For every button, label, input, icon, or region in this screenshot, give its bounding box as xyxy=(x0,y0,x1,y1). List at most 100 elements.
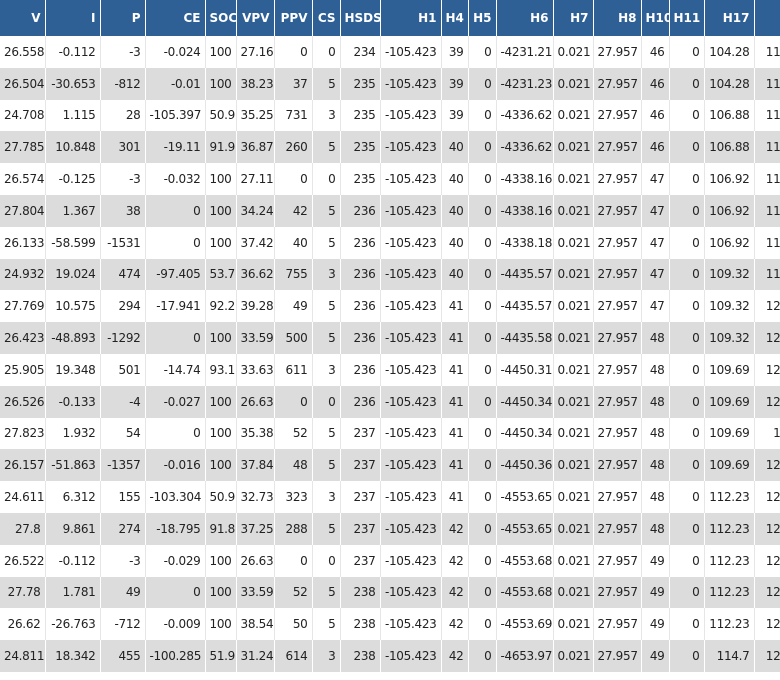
cell-h6: -4553.65 xyxy=(496,481,554,513)
cell-h5: 0 xyxy=(468,226,497,259)
cell-ce: -103.304 xyxy=(145,481,206,513)
cell-h18: 125.41 xyxy=(754,576,780,609)
column-header-h10[interactable]: H10 xyxy=(641,0,670,36)
column-header-h1[interactable]: H1 xyxy=(380,0,442,36)
column-header-hsds[interactable]: HSDS xyxy=(340,0,381,36)
column-header-i[interactable]: I xyxy=(45,0,101,36)
cell-h1: -105.423 xyxy=(380,36,442,68)
column-header-h8[interactable]: H8 xyxy=(593,0,642,36)
cell-i: 1.781 xyxy=(45,576,101,609)
cell-soc: 91.8 xyxy=(205,512,237,545)
cell-h5: 0 xyxy=(468,417,497,450)
cell-ce: -0.029 xyxy=(145,544,206,577)
cell-ppv: 0 xyxy=(274,163,313,195)
cell-i: -30.653 xyxy=(45,67,101,100)
column-header-h5[interactable]: H5 xyxy=(468,0,497,36)
cell-ppv: 49 xyxy=(274,290,313,323)
column-header-h7[interactable]: H7 xyxy=(553,0,594,36)
column-header-h17[interactable]: H17 xyxy=(704,0,755,36)
cell-p: -712 xyxy=(100,608,146,641)
cell-h8: 27.957 xyxy=(593,608,642,641)
table-row: 26.558 -0.112 -3 -0.024 100 27.16 0 0 234 -105.42… xyxy=(0,36,780,68)
cell-h11: 0 xyxy=(669,226,705,259)
cell-soc: 93.1 xyxy=(205,353,237,386)
cell-h4: 41 xyxy=(441,417,469,450)
cell-h17: 112.23 xyxy=(704,481,755,513)
cell-ppv: 260 xyxy=(274,131,313,164)
column-header-v[interactable]: V xyxy=(0,0,46,36)
cell-h18: 122.58 xyxy=(754,385,780,418)
cell-h18: 121.89 xyxy=(754,322,780,354)
cell-vpv: 35.25 xyxy=(236,99,275,132)
cell-ce: 0 xyxy=(145,417,206,450)
cell-h1: -105.423 xyxy=(380,481,442,513)
cell-i: 10.848 xyxy=(45,131,101,164)
cell-cs: 5 xyxy=(312,194,341,227)
cell-v: 26.574 xyxy=(0,163,46,195)
column-header-h4[interactable]: H4 xyxy=(441,0,469,36)
cell-hsds: 235 xyxy=(340,163,381,195)
column-header-soc[interactable]: SOC xyxy=(205,0,237,36)
cell-hsds: 236 xyxy=(340,322,381,354)
cell-ppv: 0 xyxy=(274,36,313,68)
cell-i: 19.024 xyxy=(45,258,101,291)
cell-h17: 106.88 xyxy=(704,131,755,164)
cell-vpv: 39.28 xyxy=(236,290,275,323)
cell-h8: 27.957 xyxy=(593,417,642,450)
cell-h4: 40 xyxy=(441,226,469,259)
cell-v: 26.133 xyxy=(0,226,46,259)
cell-h6: -4450.31 xyxy=(496,353,554,386)
cell-h6: -4231.23 xyxy=(496,67,554,100)
column-header-cs[interactable]: CS xyxy=(312,0,341,36)
cell-h18: 119.54 xyxy=(754,194,780,227)
cell-h8: 27.957 xyxy=(593,449,642,482)
cell-h17: 104.28 xyxy=(704,36,755,68)
cell-h5: 0 xyxy=(468,512,497,545)
cell-h5: 0 xyxy=(468,353,497,386)
cell-h17: 112.23 xyxy=(704,608,755,641)
cell-h10: 46 xyxy=(641,67,670,100)
cell-p: 294 xyxy=(100,290,146,323)
column-header-h18[interactable]: H18 xyxy=(754,0,780,36)
column-header-vpv[interactable]: VPV xyxy=(236,0,275,36)
cell-h10: 49 xyxy=(641,544,670,577)
cell-h4: 40 xyxy=(441,131,469,164)
cell-h7: 0.021 xyxy=(553,194,594,227)
cell-h8: 27.957 xyxy=(593,512,642,545)
cell-hsds: 236 xyxy=(340,290,381,323)
cell-ppv: 323 xyxy=(274,481,313,513)
cell-h5: 0 xyxy=(468,449,497,482)
cell-h10: 48 xyxy=(641,417,670,450)
column-header-ce[interactable]: CE xyxy=(145,0,206,36)
cell-h8: 27.957 xyxy=(593,322,642,354)
cell-cs: 5 xyxy=(312,576,341,609)
cell-soc: 100 xyxy=(205,385,237,418)
cell-h17: 106.92 xyxy=(704,194,755,227)
cell-vpv: 33.63 xyxy=(236,353,275,386)
cell-h18: 119.51 xyxy=(754,163,780,195)
cell-h6: -4435.58 xyxy=(496,322,554,354)
column-header-h11[interactable]: H11 xyxy=(669,0,705,36)
cell-h6: -4338.18 xyxy=(496,226,554,259)
cell-cs: 5 xyxy=(312,67,341,100)
cell-h5: 0 xyxy=(468,131,497,164)
column-header-h6[interactable]: H6 xyxy=(496,0,554,36)
column-header-ppv[interactable]: PPV xyxy=(274,0,313,36)
cell-p: 38 xyxy=(100,194,146,227)
column-header-p[interactable]: P xyxy=(100,0,146,36)
cell-soc: 100 xyxy=(205,449,237,482)
cell-h18: 116.58 xyxy=(754,36,780,68)
table-header: VIPCESOCVPVPPVCSHSDSH1H4H5H6H7H8H10H11H1… xyxy=(0,0,780,36)
cell-h11: 0 xyxy=(669,353,705,386)
cell-ce: -0.016 xyxy=(145,449,206,482)
cell-ppv: 500 xyxy=(274,322,313,354)
cell-soc: 100 xyxy=(205,36,237,68)
cell-p: -1531 xyxy=(100,226,146,259)
cell-h8: 27.957 xyxy=(593,194,642,227)
cell-hsds: 235 xyxy=(340,131,381,164)
cell-h7: 0.021 xyxy=(553,481,594,513)
cell-ce: -18.795 xyxy=(145,512,206,545)
cell-h5: 0 xyxy=(468,608,497,641)
cell-v: 24.811 xyxy=(0,640,46,672)
cell-vpv: 27.16 xyxy=(236,36,275,68)
